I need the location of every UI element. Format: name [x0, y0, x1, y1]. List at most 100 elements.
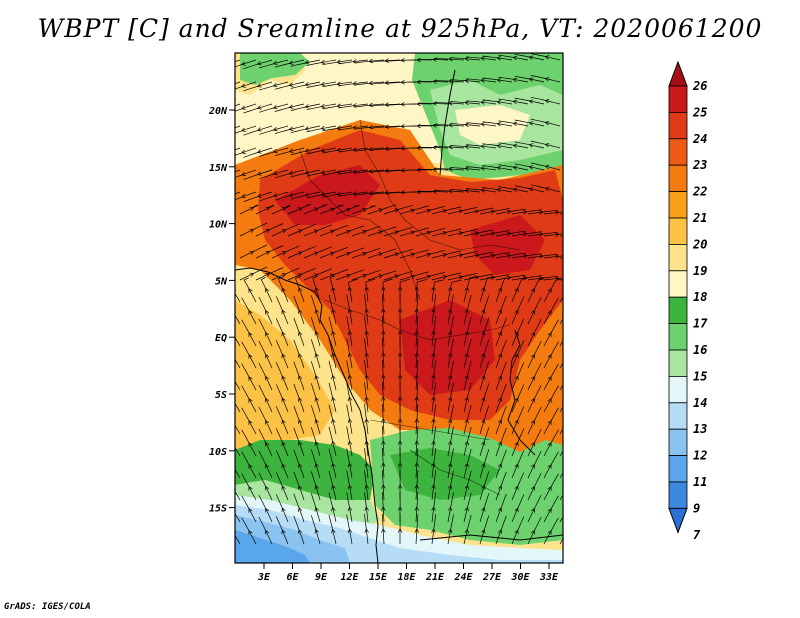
streamline-arrow [426, 230, 432, 236]
field-sw-green [235, 440, 375, 500]
streamline-arrow [464, 418, 469, 424]
streamline-arrow [530, 287, 536, 293]
streamline-arrow [480, 166, 485, 171]
streamline-arrow [249, 272, 255, 277]
streamline-arrow [474, 275, 480, 280]
streamline-arrow [497, 463, 503, 468]
streamline-arrow [331, 462, 336, 468]
streamline-arrow [362, 252, 367, 257]
streamline-arrow [431, 286, 436, 291]
streamline-arrow [249, 228, 255, 233]
streamline [235, 468, 241, 479]
streamline-arrow [414, 440, 419, 445]
streamline-arrow [347, 506, 353, 512]
streamline-arrow [331, 506, 336, 512]
streamline-arrow [265, 207, 271, 212]
streamline-arrow [496, 143, 502, 149]
streamline-arrow [481, 286, 486, 292]
streamline-arrow [528, 143, 534, 148]
streamline-arrow [346, 207, 351, 213]
streamline-arrow [241, 127, 246, 132]
streamline-arrow [480, 144, 485, 149]
streamline-arrow [530, 441, 536, 447]
streamline-arrow [538, 232, 544, 237]
colorbar-segment [668, 375, 688, 404]
streamline-arrow [364, 352, 369, 357]
streamline-arrow [297, 229, 303, 234]
streamline-arrow [414, 484, 419, 489]
streamline-arrow [564, 355, 568, 359]
streamline-arrow [481, 396, 486, 402]
streamline-arrow [336, 103, 342, 108]
streamline-arrow [314, 440, 319, 446]
streamline-arrow [384, 124, 389, 129]
streamline-arrow [346, 229, 351, 235]
streamline-arrow [555, 210, 560, 215]
colorbar-label: 14 [693, 396, 707, 410]
streamline-arrow [400, 146, 405, 151]
streamline-arrow [298, 397, 303, 402]
streamline-arrow [320, 103, 326, 109]
streamline-arrow [257, 171, 262, 176]
streamline-arrow [320, 170, 326, 175]
streamline-arrow [297, 251, 303, 256]
streamline-arrow [347, 330, 353, 336]
streamlines [235, 53, 568, 545]
colorbar-segment [668, 191, 688, 219]
streamline-arrow [464, 286, 469, 292]
streamline-arrow [248, 486, 253, 491]
streamline-arrow [544, 99, 550, 104]
streamline-arrow [474, 209, 480, 214]
colorbar-label: 17 [693, 317, 708, 331]
streamline-arrow [480, 56, 485, 61]
streamline-arrow [431, 352, 436, 357]
streamline-arrow [257, 127, 262, 132]
streamline-arrow [265, 397, 270, 403]
streamline [235, 292, 241, 303]
streamline-arrow [512, 143, 518, 148]
streamline-arrow [248, 310, 253, 315]
streamline-arrow [530, 507, 536, 513]
streamline-arrow [272, 149, 278, 154]
streamline-arrow [331, 286, 336, 292]
streamline-arrow [336, 125, 342, 130]
streamline-arrow [331, 418, 336, 424]
streamline-arrow [384, 146, 389, 151]
streamline-arrow [544, 55, 550, 60]
streamline-arrow [400, 168, 405, 173]
streamline-arrow [347, 528, 353, 534]
streamline-arrow [397, 374, 403, 379]
streamline-arrow [265, 309, 270, 315]
streamline-arrow [281, 207, 287, 212]
streamline-arrow [522, 231, 528, 237]
streamline-arrow [304, 104, 310, 109]
streamline-arrow [331, 352, 336, 358]
colorbar-segment [668, 428, 688, 457]
streamline-arrow [464, 188, 469, 193]
streamline-arrow [564, 333, 568, 337]
streamline-arrow [538, 254, 544, 259]
wbpt-field [235, 53, 568, 563]
lon-label: 12E [340, 572, 359, 583]
streamline-arrow [364, 374, 369, 379]
streamline-arrow [410, 230, 416, 235]
streamline-arrow [464, 374, 469, 380]
streamline-arrow [297, 207, 303, 212]
streamline-arrow [416, 79, 421, 85]
streamline-arrow [272, 82, 278, 88]
streamline-arrow [320, 81, 326, 87]
streamline-arrow [364, 528, 369, 533]
streamline-arrow [528, 121, 534, 126]
streamline-arrow [496, 78, 502, 83]
streamline-arrow [464, 506, 469, 512]
streamline-arrow [458, 231, 464, 236]
streamline-arrow [384, 58, 389, 63]
colorbar: 26 25 24 23 22 21 20 19 18 17 16 15 14 13 12 11 9 7 [668, 60, 708, 542]
streamline-arrow [347, 396, 353, 402]
streamline-arrow [288, 148, 294, 153]
lon-label: 24E [453, 572, 473, 583]
streamline-arrow [458, 253, 464, 258]
streamline-arrow [497, 331, 503, 336]
streamline-arrow [497, 309, 503, 314]
streamline-arrow [481, 330, 486, 336]
